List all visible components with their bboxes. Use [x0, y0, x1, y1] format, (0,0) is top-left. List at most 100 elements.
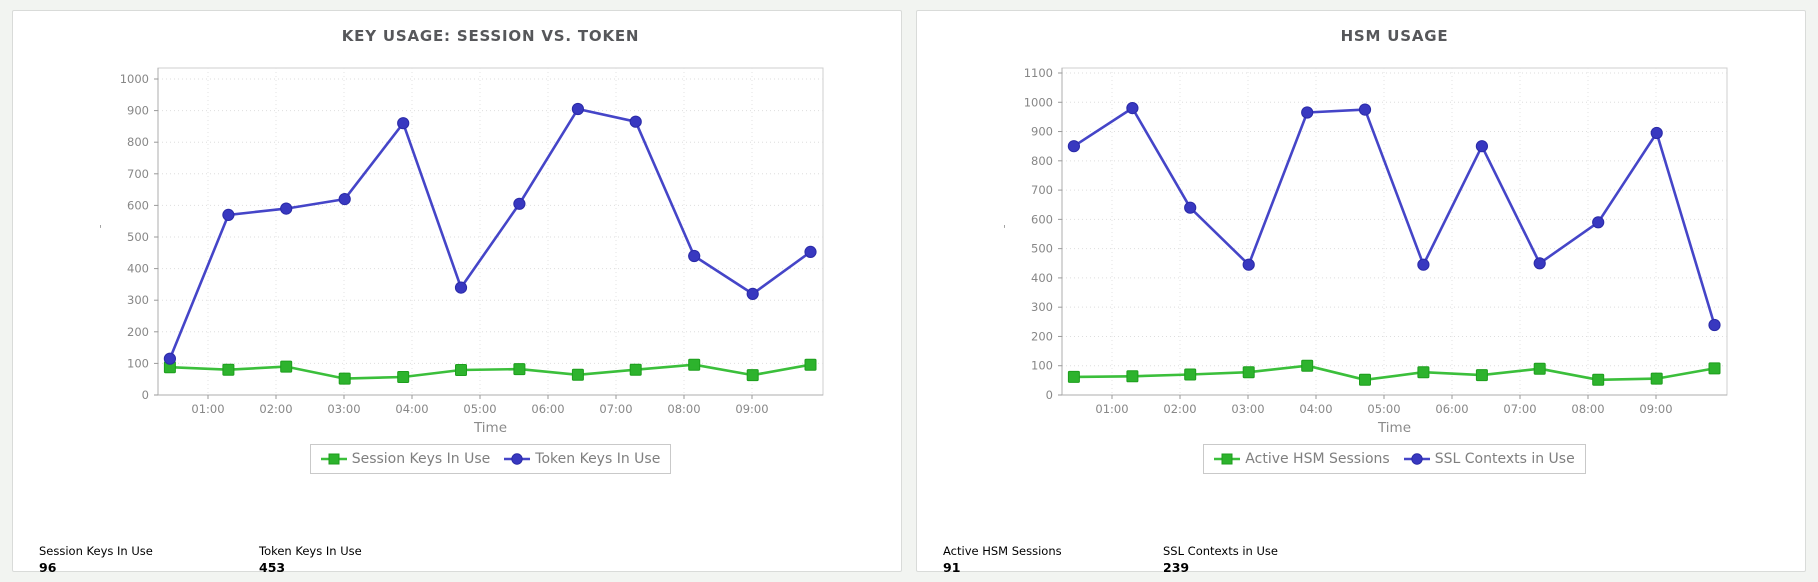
stat-hsm-sessions: Active HSM Sessions 91 — [943, 544, 1062, 575]
stat-value: 453 — [259, 560, 286, 575]
data-point — [280, 360, 293, 373]
svg-text:01:00: 01:00 — [1095, 402, 1128, 416]
data-point — [1126, 102, 1139, 115]
svg-text:1000: 1000 — [120, 72, 149, 86]
data-point — [1242, 366, 1255, 379]
svg-text:05:00: 05:00 — [463, 402, 496, 416]
data-point — [688, 249, 701, 263]
svg-text:06:00: 06:00 — [531, 402, 564, 416]
x-axis-title: Time — [473, 420, 507, 436]
svg-text:800: 800 — [1031, 154, 1053, 168]
chart-legend: Session Keys In Use Token Keys In Use — [309, 444, 672, 474]
data-point — [688, 358, 701, 371]
svg-text:07:00: 07:00 — [599, 402, 632, 416]
x-tick-labels: 01:00 02:00 03:00 04:00 05:00 06:00 07:00 08:00… — [191, 402, 768, 416]
hsm-usage-panel: HSM USAGE ' 0 100 200 300 400 500 600 700 800 900… — [916, 10, 1806, 575]
data-point — [1475, 140, 1489, 153]
data-point — [1533, 362, 1546, 375]
data-point — [1417, 258, 1430, 271]
stat-value: 239 — [1163, 560, 1190, 575]
data-point — [629, 115, 642, 128]
data-point — [571, 368, 584, 381]
data-point — [629, 363, 642, 376]
data-point — [804, 358, 817, 371]
svg-text:05:00: 05:00 — [1367, 402, 1400, 416]
chart-title: KEY USAGE: SESSION VS. TOKEN — [341, 27, 640, 45]
svg-text:06:00: 06:00 — [1435, 402, 1468, 416]
svg-text:300: 300 — [127, 293, 149, 307]
svg-text:07:00: 07:00 — [1503, 402, 1536, 416]
series-active-hsm-sessions — [1067, 359, 1721, 386]
svg-text:700: 700 — [1031, 183, 1053, 197]
svg-text:500: 500 — [127, 230, 149, 244]
svg-text:500: 500 — [1031, 242, 1053, 256]
svg-text:700: 700 — [127, 167, 149, 181]
legend-item-ssl-contexts: SSL Contexts in Use — [1403, 451, 1575, 467]
key-usage-panel: KEY USAGE: SESSION VS. TOKEN ' 0 100 200 30… — [12, 10, 903, 575]
data-point — [397, 371, 410, 383]
data-point — [222, 208, 235, 221]
legend-item-hsm-sessions: Active HSM Sessions — [1214, 451, 1390, 467]
data-point — [1184, 201, 1197, 214]
data-point — [454, 281, 468, 294]
plot-border — [1061, 67, 1728, 396]
svg-text:1100: 1100 — [1024, 66, 1053, 80]
x-axis-title: Time — [1377, 420, 1411, 436]
stat-value: 96 — [39, 560, 57, 575]
data-point — [1475, 369, 1488, 382]
svg-text:100: 100 — [1031, 359, 1053, 373]
line-square-marker-icon — [1214, 453, 1241, 465]
data-point — [1301, 359, 1314, 372]
svg-text:01:00: 01:00 — [191, 402, 224, 416]
svg-text:03:00: 03:00 — [327, 402, 360, 416]
stat-label: Active HSM Sessions — [943, 544, 1062, 558]
svg-text:08:00: 08:00 — [667, 402, 700, 416]
svg-text:02:00: 02:00 — [1163, 402, 1196, 416]
gridlines — [158, 68, 823, 395]
svg-text:0: 0 — [1046, 388, 1053, 402]
y-tick-labels: 0 100 200 300 400 500 600 700 800 900 1000 — [120, 72, 149, 402]
data-point — [1592, 216, 1605, 229]
svg-text:04:00: 04:00 — [395, 402, 428, 416]
data-point — [1533, 257, 1546, 270]
key-usage-chart: 0 100 200 300 400 500 600 700 800 900 1000 01:00 02:… — [13, 11, 903, 445]
svg-text:400: 400 — [127, 262, 149, 276]
svg-text:200: 200 — [1031, 329, 1053, 343]
series-ssl-contexts-in-use — [1067, 102, 1721, 332]
svg-text:08:00: 08:00 — [1571, 402, 1604, 416]
data-point — [571, 102, 585, 116]
data-point — [338, 372, 351, 385]
data-point — [804, 245, 817, 258]
data-point — [513, 363, 526, 376]
svg-text:0: 0 — [142, 388, 149, 402]
legend-item-token-keys: Token Keys In Use — [504, 451, 660, 467]
chart-legend: Active HSM Sessions SSL Contexts in Use — [1203, 444, 1586, 474]
svg-text:03:00: 03:00 — [1231, 402, 1264, 416]
legend-label: Session Keys In Use — [351, 451, 491, 467]
data-point — [1592, 373, 1605, 386]
stat-value: 91 — [943, 560, 961, 575]
data-point — [1708, 362, 1721, 375]
stat-ssl-contexts: SSL Contexts in Use 239 — [1163, 544, 1278, 575]
data-point — [1126, 370, 1139, 383]
y-tick-labels: 0 100 200 300 400 500 600 700 800 900 1000 1100 — [1024, 66, 1053, 402]
data-point — [513, 197, 526, 210]
svg-text:09:00: 09:00 — [735, 402, 768, 416]
data-point — [1184, 368, 1197, 381]
gridlines — [1062, 68, 1727, 395]
svg-text:200: 200 — [127, 325, 149, 339]
plot-border — [157, 67, 824, 396]
data-point — [1242, 258, 1255, 271]
data-point — [1067, 370, 1080, 383]
line-circle-marker-icon — [1403, 453, 1430, 465]
svg-text:02:00: 02:00 — [259, 402, 292, 416]
data-point — [397, 117, 410, 130]
legend-label: Token Keys In Use — [535, 451, 661, 467]
x-tick-labels: 01:00 02:00 03:00 04:00 05:00 06:00 07:00 08:00… — [1095, 402, 1672, 416]
svg-text:600: 600 — [127, 198, 149, 212]
data-point — [746, 369, 759, 382]
stat-label: Session Keys In Use — [39, 544, 153, 558]
stat-token-keys: Token Keys In Use 453 — [259, 544, 362, 575]
series-token-keys-in-use — [163, 102, 817, 365]
